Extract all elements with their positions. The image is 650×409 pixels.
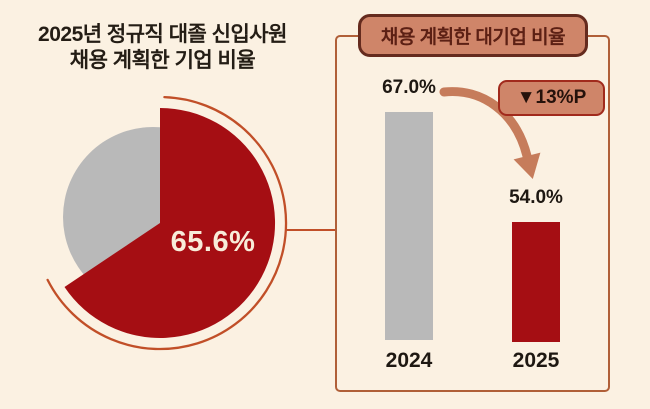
change-badge: ▼13%P [498,80,605,116]
panel-title-badge: 채용 계획한 대기업 비율 [358,14,588,57]
connector-line [286,229,335,231]
pie-chart [46,95,288,351]
pie-chart-title-line1: 2025년 정규직 대졸 신입사원 [38,23,287,46]
bar-category-2025: 2025 [512,349,560,372]
bar-2025 [512,222,560,342]
decrease-arrow-icon [439,87,541,179]
bar-value-label-2024: 67.0% [382,77,436,98]
bar-value-label-2025: 54.0% [509,187,563,208]
bar-2024 [385,112,433,340]
bar-category-2024: 2024 [385,349,433,372]
pie-value-label: 65.6% [170,226,256,258]
pie-chart-title-line2: 채용 계획한 기업 비율 [69,49,256,72]
pie-chart-title: 2025년 정규직 대졸 신입사원 채용 계획한 기업 비율 [20,22,305,74]
